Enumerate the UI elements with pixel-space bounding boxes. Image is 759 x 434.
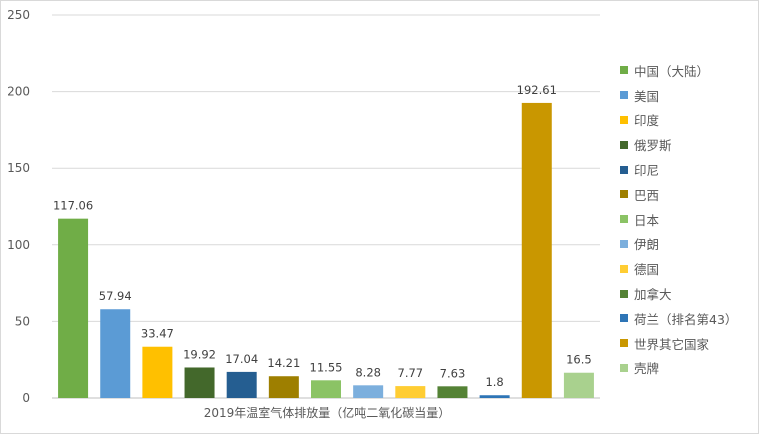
legend-swatch (620, 190, 628, 199)
legend: 中国（大陆） 美国印度俄罗斯印尼巴西日本伊朗德国加拿大荷兰（排名第43） 世界其它国… (620, 58, 755, 380)
legend-swatch (620, 215, 628, 224)
data-label: 192.61 (517, 83, 557, 97)
legend-swatch (620, 66, 628, 75)
gridlines (52, 14, 600, 399)
legend-item: 日本 (620, 207, 755, 232)
legend-swatch (620, 91, 628, 100)
legend-label: 印尼 (634, 163, 660, 179)
legend-label: 伊朗 (634, 237, 660, 253)
bar (184, 367, 215, 398)
data-label: 7.77 (398, 366, 424, 380)
legend-item: 荷兰（排名第43） (620, 306, 755, 331)
legend-item: 伊朗 (620, 232, 755, 257)
data-labels: 117.06 57.94 33.47 19.92 17.04 14.21 11.55 8.28… (53, 83, 592, 389)
bars (58, 102, 594, 398)
legend-label: 加拿大 (634, 287, 672, 303)
legend-swatch (620, 289, 628, 298)
legend-label: 荷兰（排名第43） (634, 311, 738, 327)
bar (353, 385, 384, 398)
legend-label: 日本 (634, 212, 660, 228)
legend-item: 印尼 (620, 157, 755, 182)
data-label: 117.06 (53, 199, 93, 213)
bar (563, 372, 594, 398)
legend-label: 德国 (634, 262, 660, 278)
bar (479, 395, 510, 398)
legend-label: 美国 (634, 88, 660, 104)
legend-item: 美国 (620, 83, 755, 108)
data-label: 11.55 (310, 360, 343, 374)
legend-label: 世界其它国家 (634, 336, 710, 352)
y-tick-label: 250 (7, 8, 30, 22)
bar (268, 376, 299, 398)
legend-item: 印度 (620, 108, 755, 133)
y-tick-label: 150 (7, 161, 30, 175)
bar (100, 309, 131, 398)
legend-swatch (620, 314, 628, 323)
legend-swatch (620, 363, 628, 372)
data-label: 57.94 (99, 289, 132, 303)
bar (437, 386, 468, 398)
bar (521, 102, 552, 398)
y-tick-label: 0 (22, 391, 30, 405)
legend-swatch (620, 339, 628, 348)
y-axis-ticks: 0 50 100 150 200 250 (7, 8, 30, 405)
y-tick-label: 100 (7, 238, 30, 252)
data-label: 14.21 (267, 356, 300, 370)
bar (395, 386, 426, 398)
y-tick-label: 200 (7, 85, 30, 99)
legend-item: 俄罗斯 (620, 132, 755, 157)
legend-label: 壳牌 (634, 361, 660, 377)
x-axis-label: 2019年温室气体排放量（亿吨二氧化碳当量） (204, 405, 451, 420)
data-label: 17.04 (225, 352, 258, 366)
legend-swatch (620, 264, 628, 273)
legend-item: 世界其它国家 (620, 331, 755, 356)
legend-item: 中国（大陆） (620, 58, 755, 83)
data-label: 19.92 (183, 347, 216, 361)
bar (311, 380, 341, 398)
bar (226, 371, 257, 398)
legend-item: 壳牌 (620, 356, 755, 381)
legend-label: 印度 (634, 113, 660, 129)
legend-swatch (620, 239, 628, 248)
legend-swatch (620, 165, 628, 174)
legend-swatch (620, 115, 628, 124)
data-label: 16.5 (566, 353, 592, 367)
bar (142, 346, 173, 398)
legend-item: 加拿大 (620, 281, 755, 306)
legend-swatch (620, 140, 628, 149)
data-label: 33.47 (141, 327, 174, 341)
legend-item: 德国 (620, 256, 755, 281)
data-label: 8.28 (355, 365, 381, 379)
bar (58, 218, 89, 398)
legend-label: 巴西 (634, 187, 660, 203)
data-label: 7.63 (440, 366, 466, 380)
legend-label: 俄罗斯 (634, 138, 672, 154)
data-label: 1.8 (485, 375, 503, 389)
y-tick-label: 50 (15, 314, 30, 328)
legend-item: 巴西 (620, 182, 755, 207)
legend-label: 中国（大陆） (634, 63, 710, 79)
